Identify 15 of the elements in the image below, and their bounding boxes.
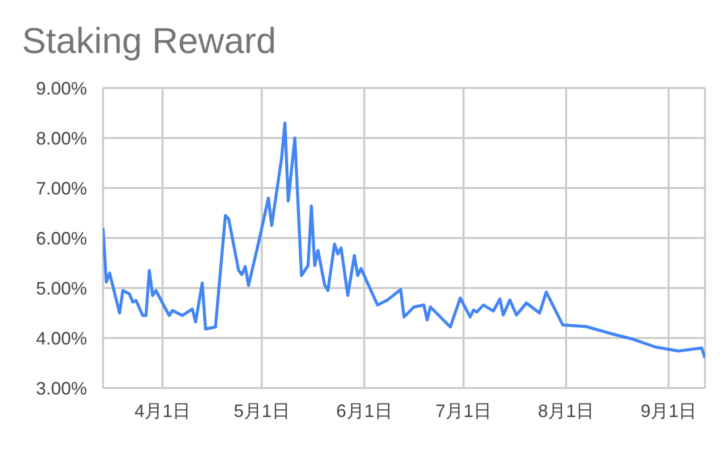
y-tick-label: 9.00% (36, 78, 87, 98)
x-tick-label: 9月1日 (640, 400, 697, 421)
x-tick-label: 4月1日 (134, 400, 191, 421)
y-tick-label: 5.00% (36, 278, 87, 298)
chart-title: Staking Reward (22, 20, 276, 62)
x-tick-label: 5月1日 (234, 400, 290, 421)
y-tick-label: 6.00% (36, 228, 87, 248)
x-tick-label: 6月1日 (336, 400, 392, 421)
y-tick-label: 8.00% (36, 128, 87, 148)
y-tick-label: 3.00% (36, 378, 87, 398)
line-series (103, 122, 705, 360)
x-tick-label: 8月1日 (538, 400, 594, 421)
y-tick-label: 4.00% (36, 328, 87, 348)
x-tick-label: 7月1日 (436, 400, 492, 421)
y-tick-label: 7.00% (36, 178, 87, 198)
